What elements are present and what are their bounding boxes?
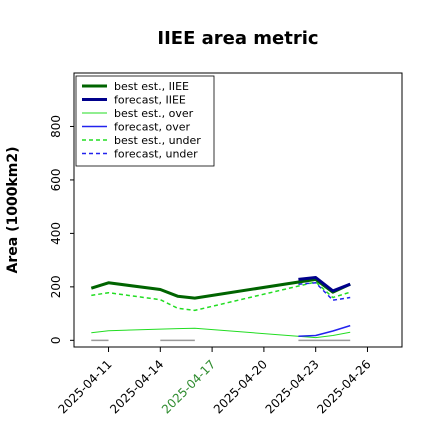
x-tick-label: 2025-04-26 [314, 357, 373, 416]
legend-label: forecast, under [114, 148, 198, 161]
y-tick-label: 0 [49, 336, 63, 344]
legend-label: best est., IIEE [114, 80, 189, 93]
series-line-5 [298, 282, 351, 301]
series-line-2 [91, 327, 351, 339]
x-tick-label: 2025-04-17 [159, 357, 218, 416]
y-tick-label: 400 [49, 222, 63, 245]
series-line-1 [298, 276, 351, 293]
y-axis-label: Area (1000km2) [5, 147, 21, 274]
y-tick-label: 200 [49, 275, 63, 298]
y-tick-label: 600 [49, 168, 63, 191]
chart-title: IIEE area metric [157, 28, 318, 49]
legend-label: best est., over [114, 107, 194, 120]
legend-label: forecast, over [114, 121, 190, 134]
series-line-3 [298, 324, 351, 338]
x-tick-label: 2025-04-14 [107, 357, 166, 416]
y-tick-label: 800 [49, 115, 63, 138]
legend-label: forecast, IIEE [114, 94, 186, 107]
legend-box [75, 75, 215, 167]
legend-label: best est., under [114, 134, 201, 147]
x-tick-label: 2025-04-20 [211, 357, 270, 416]
x-tick-label: 2025-04-23 [263, 357, 322, 416]
x-tick-label: 2025-04-11 [55, 357, 114, 416]
